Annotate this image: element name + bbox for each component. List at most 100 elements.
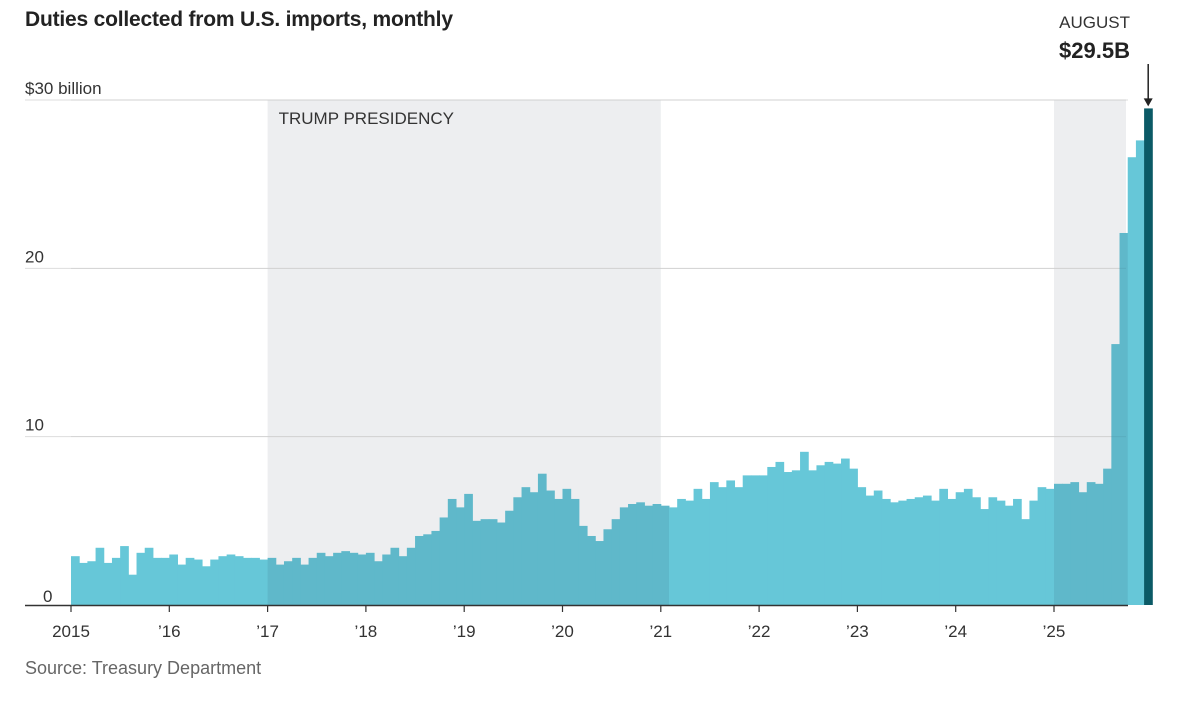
bar xyxy=(636,502,645,605)
bar xyxy=(365,552,375,605)
bar xyxy=(71,556,80,605)
y-tick-label: 10 xyxy=(25,416,44,435)
bar xyxy=(382,554,391,605)
bar xyxy=(341,551,351,605)
bar xyxy=(963,488,973,605)
x-axis xyxy=(25,604,1128,612)
annotation-value-label: $29.5B xyxy=(1059,38,1130,63)
bar xyxy=(611,519,621,605)
bar xyxy=(701,498,711,605)
bar xyxy=(267,557,277,605)
bar xyxy=(202,566,211,605)
bar xyxy=(1103,468,1112,605)
bar-highlight xyxy=(1144,108,1153,606)
bar xyxy=(308,557,318,605)
bar xyxy=(152,557,162,605)
bar xyxy=(103,562,113,605)
bar xyxy=(251,557,260,605)
bar xyxy=(652,504,662,605)
bar xyxy=(161,557,170,605)
x-tick-label: ’22 xyxy=(748,622,771,641)
bar xyxy=(1013,498,1022,605)
bar xyxy=(865,495,875,605)
bar xyxy=(128,574,138,605)
bar xyxy=(841,458,850,605)
bar xyxy=(578,525,588,605)
bar xyxy=(234,556,244,605)
bar xyxy=(439,517,449,605)
bar xyxy=(988,497,998,605)
bar xyxy=(357,554,367,605)
bar xyxy=(808,470,817,605)
bar xyxy=(324,556,334,605)
bar xyxy=(472,520,482,605)
bar xyxy=(890,502,899,605)
bar xyxy=(374,561,383,605)
bar xyxy=(767,466,776,605)
x-axis-labels: 2015 ’16 ’17 ’18 ’19 ’20 ’21 ’22 ’23 ’24 ’25 xyxy=(52,622,1065,641)
bar xyxy=(1070,482,1080,605)
bar xyxy=(349,552,359,605)
bar xyxy=(554,498,563,605)
bar xyxy=(431,530,441,605)
x-tick-label: ’20 xyxy=(551,622,574,641)
bar xyxy=(832,463,842,605)
bar xyxy=(537,473,547,605)
bar xyxy=(1086,482,1096,605)
bar xyxy=(1078,492,1088,605)
bar xyxy=(496,522,506,605)
y-tick-label: 20 xyxy=(25,247,44,266)
bar xyxy=(619,507,629,605)
bar xyxy=(660,505,670,605)
y-axis-labels: 0 10 20 $30 billion xyxy=(25,79,102,606)
bar xyxy=(333,552,342,605)
bar xyxy=(415,535,424,605)
x-tick-label: ’16 xyxy=(158,622,181,641)
bar xyxy=(144,547,154,605)
bar xyxy=(1045,488,1055,605)
gridlines xyxy=(25,99,1128,438)
bar xyxy=(480,519,490,605)
bar xyxy=(685,500,695,605)
bar xyxy=(283,561,293,605)
bar xyxy=(849,468,858,605)
source-note: Source: Treasury Department xyxy=(25,658,262,678)
bar xyxy=(628,504,637,605)
bar xyxy=(390,547,400,605)
bar xyxy=(505,510,514,605)
bar xyxy=(931,500,940,605)
y-tick-label: $30 billion xyxy=(25,79,102,98)
bar xyxy=(513,497,523,605)
x-tick-label: ’25 xyxy=(1043,622,1066,641)
bar xyxy=(718,487,727,605)
bar xyxy=(750,475,760,605)
x-tick-label: ’17 xyxy=(256,622,279,641)
annotation-month-label: AUGUST xyxy=(1059,13,1130,32)
bar xyxy=(857,487,867,605)
bar xyxy=(193,559,203,605)
bar xyxy=(464,493,473,605)
bar xyxy=(824,461,834,605)
bar xyxy=(87,561,97,605)
bar xyxy=(1062,483,1071,605)
bar xyxy=(136,552,146,605)
bar xyxy=(947,498,957,605)
bar xyxy=(996,500,1006,605)
bar xyxy=(668,507,678,605)
bar xyxy=(1004,505,1014,605)
shaded-period-label: TRUMP PRESIDENCY xyxy=(279,109,454,128)
bar xyxy=(79,562,88,605)
x-tick-label: ’23 xyxy=(846,622,869,641)
bar xyxy=(169,554,178,605)
bar xyxy=(791,470,801,605)
bar xyxy=(922,495,932,605)
x-tick-label: ’18 xyxy=(355,622,378,641)
bar xyxy=(587,535,596,605)
bar xyxy=(300,564,310,605)
bar xyxy=(972,497,981,605)
bar xyxy=(177,564,187,605)
bar xyxy=(939,488,949,605)
bar xyxy=(800,451,809,605)
bar xyxy=(546,490,555,605)
